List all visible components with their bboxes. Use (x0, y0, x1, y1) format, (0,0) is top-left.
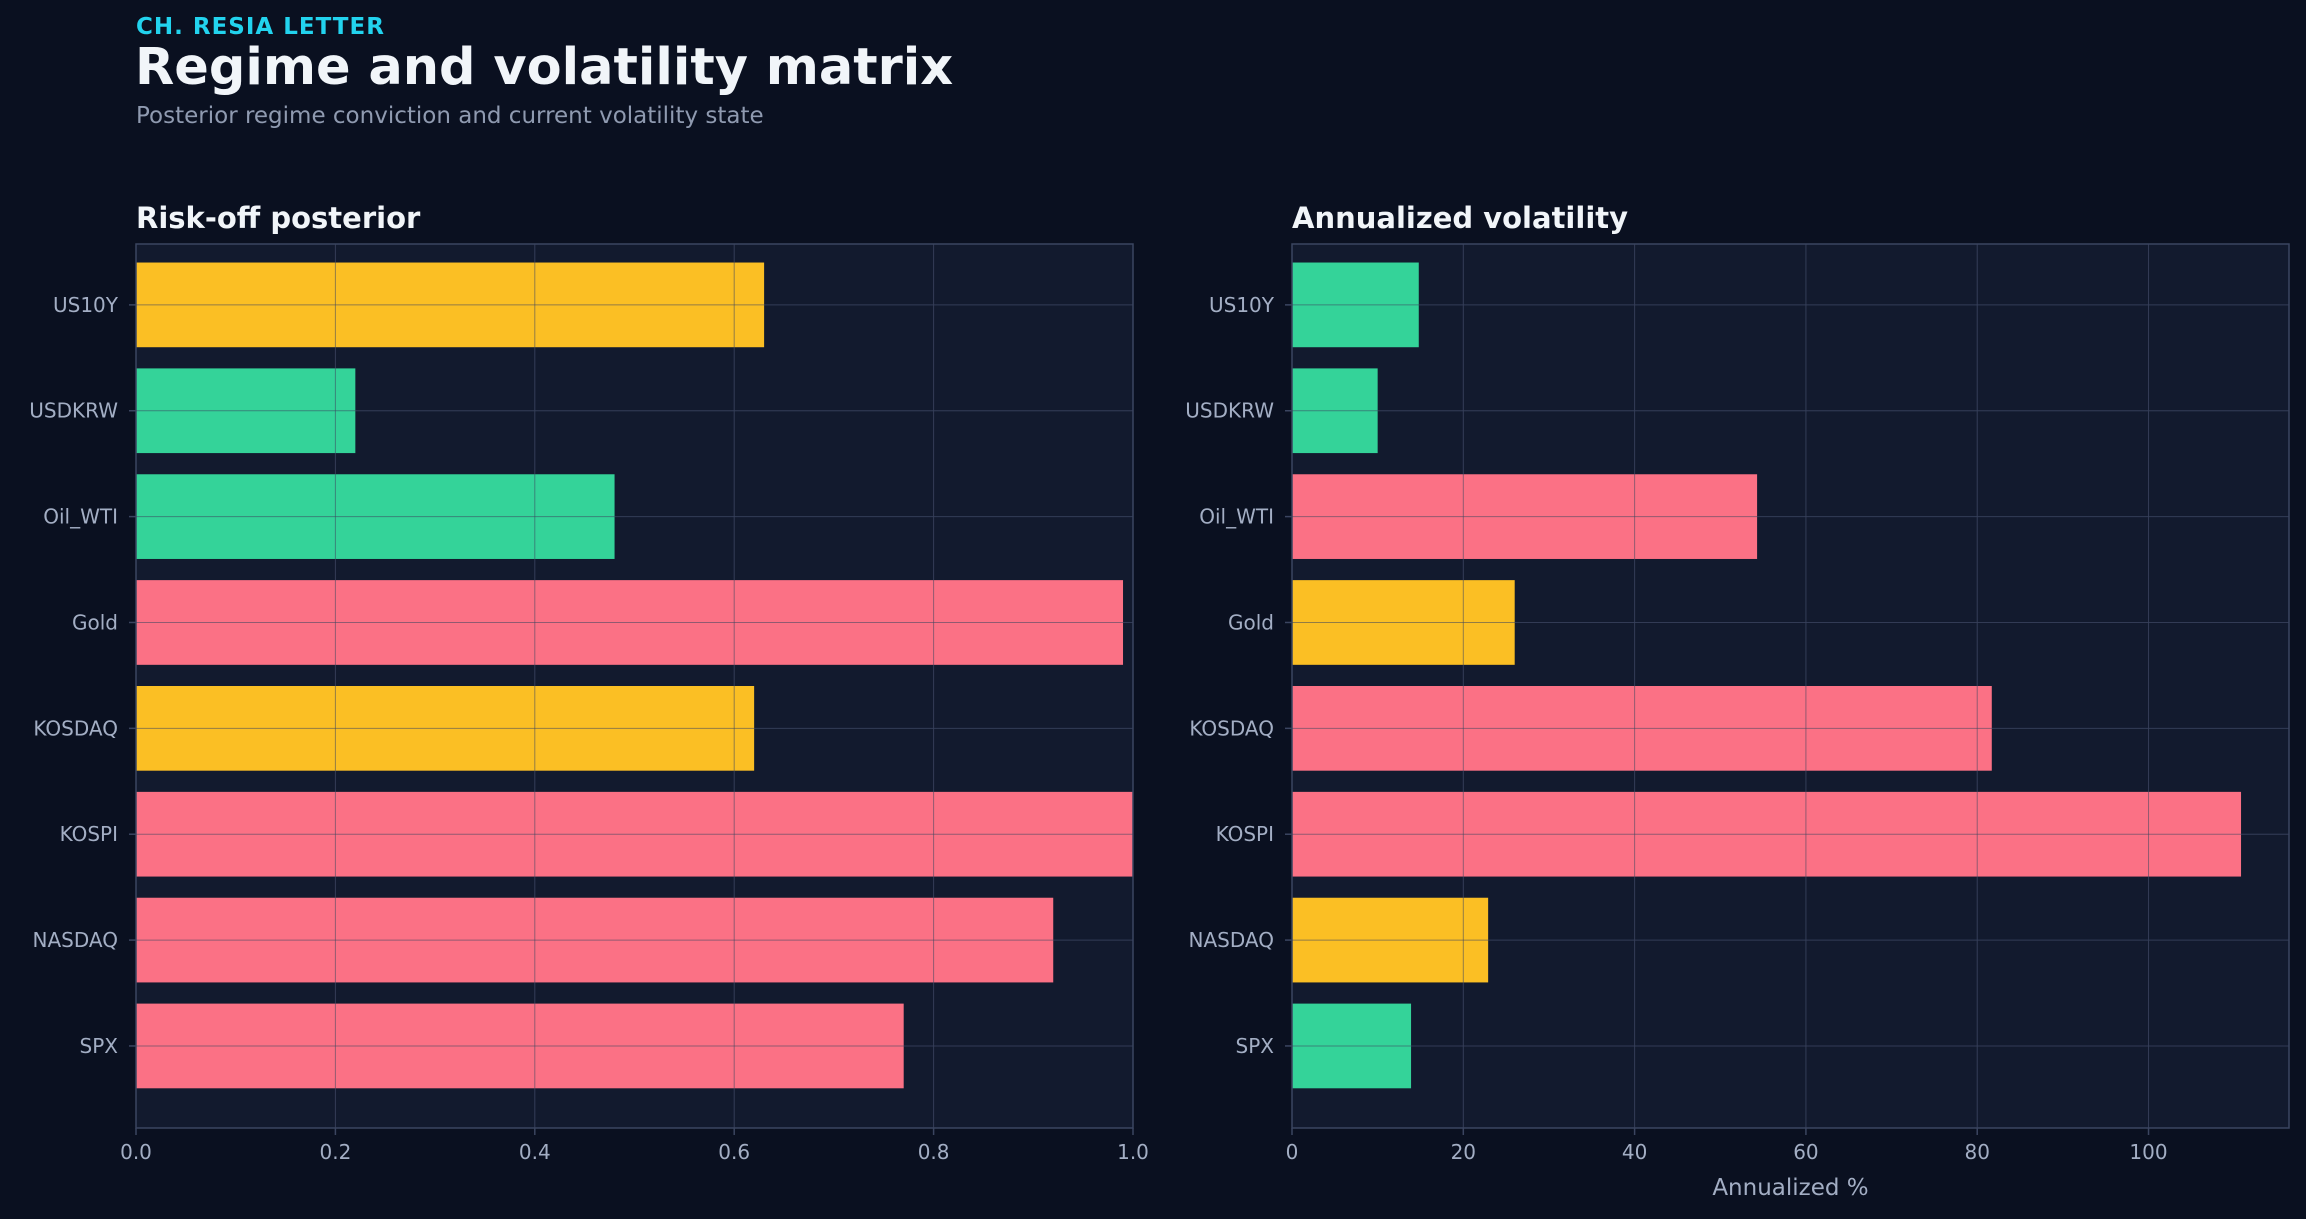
panel1-xtick-label-0: 0.0 (120, 1140, 152, 1164)
panel1-category-label-oil_wti: Oil_WTI (43, 505, 118, 529)
panel2-x-axis-label: Annualized % (1712, 1175, 1868, 1201)
page-subtitle: Posterior regime conviction and current … (136, 103, 764, 129)
panel2-xtick-label-2: 40 (1622, 1140, 1647, 1164)
panel2-xtick-label-1: 20 (1451, 1140, 1476, 1164)
panel2-plot-frame (1291, 243, 2290, 1129)
panel2-category-label-kosdaq: KOSDAQ (1189, 716, 1274, 740)
panel2-category-label-us10y: US10Y (1209, 293, 1275, 317)
panel2-category-label-usdkrw: USDKRW (1185, 399, 1274, 423)
panel1-xtick-label-3: 0.6 (718, 1140, 750, 1164)
panel2-xtick-label-3: 60 (1793, 1140, 1818, 1164)
panel1-plot-frame (135, 243, 1134, 1129)
panel1-category-label-usdkrw: USDKRW (29, 399, 118, 423)
panel2-category-label-oil_wti: Oil_WTI (1199, 505, 1274, 529)
panel2-xtick-label-4: 80 (1964, 1140, 1989, 1164)
panel1-category-label-gold: Gold (72, 610, 118, 634)
panel1-category-label-us10y: US10Y (53, 293, 119, 317)
panel2-category-label-spx: SPX (1236, 1034, 1275, 1058)
panel2-xtick-label-5: 100 (2129, 1140, 2167, 1164)
panel1-xtick-label-5: 1.0 (1117, 1140, 1149, 1164)
panel1-title: Risk-off posterior (136, 201, 421, 235)
panel1-xtick-label-4: 0.8 (918, 1140, 950, 1164)
panel1-xtick-label-2: 0.4 (519, 1140, 551, 1164)
panel2-category-label-nasdaq: NASDAQ (1189, 928, 1274, 952)
panel1-category-label-spx: SPX (80, 1034, 119, 1058)
panel1-category-label-kospi: KOSPI (60, 822, 118, 846)
panel2-category-label-gold: Gold (1228, 610, 1274, 634)
panel2-xtick-label-0: 0 (1286, 1140, 1299, 1164)
panel2-title: Annualized volatility (1292, 201, 1628, 235)
panel1-xtick-label-1: 0.2 (319, 1140, 351, 1164)
panel1-category-label-nasdaq: NASDAQ (33, 928, 118, 952)
page-title: Regime and volatility matrix (135, 38, 954, 97)
panel2-category-label-kospi: KOSPI (1216, 822, 1274, 846)
report-kicker: CH. RESIA LETTER (136, 14, 385, 40)
panel1-category-label-kosdaq: KOSDAQ (33, 716, 118, 740)
